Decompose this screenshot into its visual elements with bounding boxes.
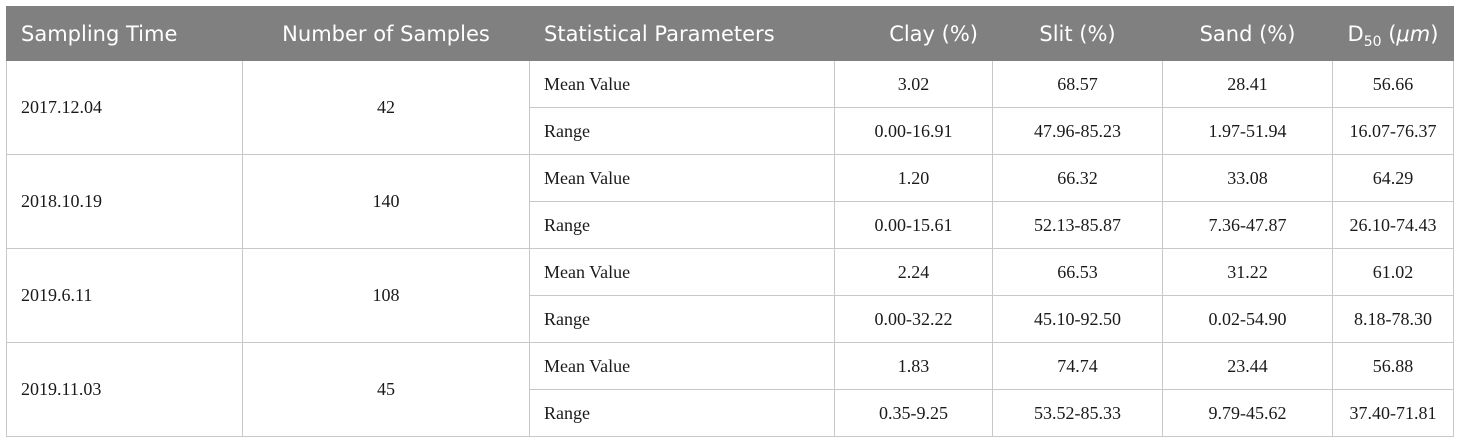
cell-sand: 9.79-45.62 xyxy=(1162,389,1333,437)
cell-d50: 26.10-74.43 xyxy=(1332,201,1454,249)
cell-slit: 74.74 xyxy=(992,342,1163,390)
cell-slit: 45.10-92.50 xyxy=(992,295,1163,343)
cell-sand: 28.41 xyxy=(1162,60,1333,108)
cell-d50: 16.07-76.37 xyxy=(1332,107,1454,155)
cell-sand: 23.44 xyxy=(1162,342,1333,390)
cell-number-of-samples: 140 xyxy=(242,154,530,249)
cell-d50: 61.02 xyxy=(1332,248,1454,296)
cell-sand: 0.02-54.90 xyxy=(1162,295,1333,343)
header-d50-main: D xyxy=(1347,21,1364,46)
cell-sampling-time: 2019.6.11 xyxy=(6,248,243,343)
cell-statistical-parameter: Range xyxy=(529,389,835,437)
cell-statistical-parameter: Range xyxy=(529,295,835,343)
header-row: Sampling Time Number of Samples Statisti… xyxy=(6,6,1454,61)
cell-sand: 1.97-51.94 xyxy=(1162,107,1333,155)
cell-slit: 47.96-85.23 xyxy=(992,107,1163,155)
header-d50: D50 (μm) xyxy=(1332,6,1454,61)
cell-clay: 0.00-15.61 xyxy=(834,201,993,249)
cell-clay: 0.35-9.25 xyxy=(834,389,993,437)
cell-number-of-samples: 108 xyxy=(242,248,530,343)
header-d50-subscript: 50 xyxy=(1363,33,1382,50)
cell-statistical-parameter: Mean Value xyxy=(529,154,835,202)
table-row: 2018.10.19 140 Mean Value 1.20 66.32 33.… xyxy=(6,154,1454,249)
table-row: 2019.11.03 45 Mean Value 1.83 74.74 23.4… xyxy=(6,342,1454,437)
cell-statistical-parameter: Mean Value xyxy=(529,342,835,390)
cell-number-of-samples: 42 xyxy=(242,60,530,155)
cell-clay: 0.00-32.22 xyxy=(834,295,993,343)
header-d50-unit: μm xyxy=(1396,21,1431,46)
table-row: 2017.12.04 42 Mean Value 3.02 68.57 28.4… xyxy=(6,60,1454,155)
cell-clay: 2.24 xyxy=(834,248,993,296)
table-row: Range 0.00-15.61 52.13-85.87 7.36-47.87 … xyxy=(7,201,1454,249)
data-table-container: Sampling Time Number of Samples Statisti… xyxy=(6,6,1454,437)
cell-slit: 53.52-85.33 xyxy=(992,389,1163,437)
header-sand: Sand (%) xyxy=(1162,6,1333,61)
cell-sand: 7.36-47.87 xyxy=(1162,201,1333,249)
cell-slit: 52.13-85.87 xyxy=(992,201,1163,249)
cell-d50: 37.40-71.81 xyxy=(1332,389,1454,437)
cell-sampling-time: 2017.12.04 xyxy=(6,60,243,155)
cell-slit: 66.53 xyxy=(992,248,1163,296)
header-slit: Slit (%) xyxy=(992,6,1163,61)
cell-statistical-parameter: Mean Value xyxy=(529,248,835,296)
cell-slit: 66.32 xyxy=(992,154,1163,202)
header-d50-open: ( xyxy=(1381,21,1397,46)
cell-clay: 1.20 xyxy=(834,154,993,202)
header-d50-close: ) xyxy=(1430,21,1439,46)
cell-sand: 31.22 xyxy=(1162,248,1333,296)
sediment-statistics-table: Sampling Time Number of Samples Statisti… xyxy=(6,6,1454,437)
table-row: Range 0.00-32.22 45.10-92.50 0.02-54.90 … xyxy=(7,295,1454,343)
table-header: Sampling Time Number of Samples Statisti… xyxy=(6,6,1454,61)
table-row: 2019.6.11 108 Mean Value 2.24 66.53 31.2… xyxy=(6,248,1454,343)
cell-d50: 56.66 xyxy=(1332,60,1454,108)
cell-sampling-time: 2018.10.19 xyxy=(6,154,243,249)
cell-clay: 3.02 xyxy=(834,60,993,108)
header-clay: Clay (%) xyxy=(834,6,993,61)
cell-d50: 56.88 xyxy=(1332,342,1454,390)
table-row: Range 0.35-9.25 53.52-85.33 9.79-45.62 3… xyxy=(7,389,1454,437)
table-body: 2017.12.04 42 Mean Value 3.02 68.57 28.4… xyxy=(6,60,1454,437)
cell-d50: 64.29 xyxy=(1332,154,1454,202)
cell-statistical-parameter: Range xyxy=(529,107,835,155)
cell-sampling-time: 2019.11.03 xyxy=(6,342,243,437)
cell-number-of-samples: 45 xyxy=(242,342,530,437)
cell-d50: 8.18-78.30 xyxy=(1332,295,1454,343)
cell-sand: 33.08 xyxy=(1162,154,1333,202)
header-statistical-parameters: Statistical Parameters xyxy=(529,6,835,61)
cell-statistical-parameter: Mean Value xyxy=(529,60,835,108)
cell-statistical-parameter: Range xyxy=(529,201,835,249)
header-number-of-samples: Number of Samples xyxy=(242,6,530,61)
table-row: Range 0.00-16.91 47.96-85.23 1.97-51.94 … xyxy=(7,107,1454,155)
header-sampling-time: Sampling Time xyxy=(6,6,243,61)
cell-clay: 1.83 xyxy=(834,342,993,390)
cell-clay: 0.00-16.91 xyxy=(834,107,993,155)
cell-slit: 68.57 xyxy=(992,60,1163,108)
